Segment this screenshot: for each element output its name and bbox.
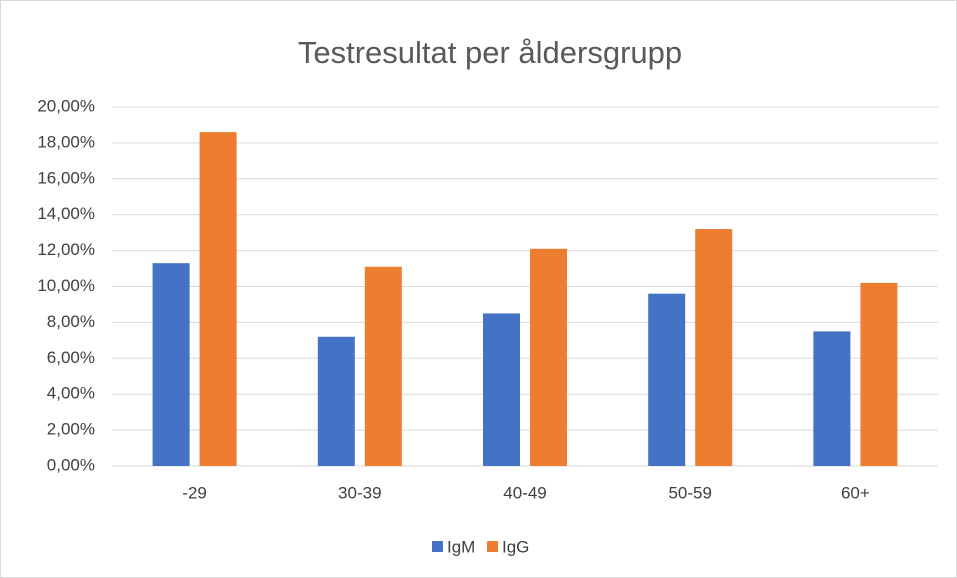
- chart-title: Testresultat per åldersgrupp: [298, 35, 682, 70]
- y-tick-label: 6,00%: [47, 348, 95, 367]
- y-tick-label: 20,00%: [37, 96, 95, 115]
- bar: [152, 263, 190, 466]
- legend-swatch: [487, 541, 498, 552]
- bar: [813, 331, 851, 466]
- y-tick-label: 14,00%: [37, 204, 95, 223]
- y-tick-label: 8,00%: [47, 312, 95, 331]
- bar: [199, 132, 237, 466]
- x-tick-label: 50-59: [668, 483, 711, 502]
- y-tick-label: 18,00%: [37, 132, 95, 151]
- bar: [860, 282, 898, 466]
- x-tick-label: 40-49: [503, 483, 546, 502]
- x-tick-label: 60+: [841, 483, 870, 502]
- bar: [695, 229, 733, 466]
- y-tick-label: 4,00%: [47, 384, 95, 403]
- bar: [648, 293, 686, 466]
- y-tick-label: 10,00%: [37, 276, 95, 295]
- x-tick-label: 30-39: [338, 483, 381, 502]
- legend-label: IgM: [447, 537, 475, 556]
- bar: [317, 336, 355, 466]
- legend-label: IgG: [502, 537, 529, 556]
- bar: [483, 313, 520, 466]
- bar: [364, 266, 402, 466]
- legend-swatch: [432, 541, 443, 552]
- y-tick-label: 2,00%: [47, 420, 95, 439]
- y-tick-label: 16,00%: [37, 168, 95, 187]
- y-tick-label: 12,00%: [37, 240, 95, 259]
- y-tick-label: 0,00%: [47, 455, 95, 474]
- x-tick-label: -29: [182, 483, 207, 502]
- bar: [530, 248, 567, 466]
